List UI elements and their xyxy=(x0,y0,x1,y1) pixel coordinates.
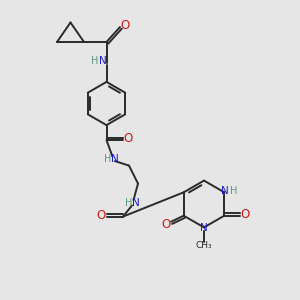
Text: N: N xyxy=(132,198,140,208)
Text: N: N xyxy=(200,223,207,233)
Text: H: H xyxy=(230,186,237,196)
Text: N: N xyxy=(221,186,229,196)
Text: O: O xyxy=(161,218,170,231)
Text: O: O xyxy=(124,132,133,145)
Text: H: H xyxy=(125,198,133,208)
Text: O: O xyxy=(241,208,250,221)
Text: O: O xyxy=(97,208,106,222)
Text: O: O xyxy=(121,19,130,32)
Text: N: N xyxy=(111,154,119,164)
Text: H: H xyxy=(104,154,112,164)
Text: CH₃: CH₃ xyxy=(196,241,212,250)
Text: N: N xyxy=(99,56,107,67)
Text: H: H xyxy=(92,56,99,67)
